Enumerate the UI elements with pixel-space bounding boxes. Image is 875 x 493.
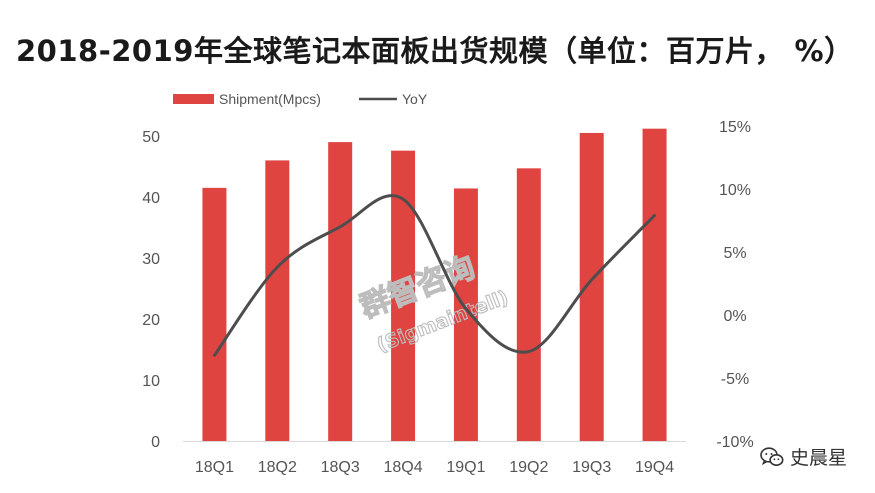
y-left-tick-label: 50 [142, 129, 160, 146]
y-right-tick-label: 5% [723, 245, 746, 262]
x-tick-label: 19Q2 [509, 459, 548, 476]
legend-label-shipment: Shipment(Mpcs) [219, 91, 321, 107]
y-left-tick-label: 30 [142, 251, 160, 268]
y-left-tick-label: 20 [142, 312, 160, 329]
bar [579, 132, 604, 441]
y-left-tick-label: 0 [151, 434, 160, 451]
y-left-tick-label: 40 [142, 190, 160, 207]
x-tick-label: 19Q1 [446, 459, 485, 476]
legend-label-yoy: YoY [402, 91, 428, 107]
bar [516, 168, 541, 441]
wechat-icon [760, 446, 784, 466]
x-tick-label: 19Q4 [635, 459, 674, 476]
y-right-tick-label: 0% [723, 308, 746, 325]
y-left-tick-label: 10 [142, 373, 160, 390]
bar [328, 142, 353, 441]
yoy-line [212, 194, 657, 357]
x-tick-label: 19Q3 [572, 459, 611, 476]
brand-name: 史晨星 [789, 447, 847, 469]
brand-badge: 史晨星 [760, 443, 847, 470]
x-tick-label: 18Q2 [258, 459, 297, 476]
bar [265, 160, 290, 441]
x-tick-label: 18Q4 [383, 459, 422, 476]
y-right-tick-label: 15% [719, 119, 751, 136]
x-tick-label: 18Q3 [321, 459, 360, 476]
y-right-tick-label: -5% [721, 371, 749, 388]
x-tick-label: 18Q1 [195, 459, 234, 476]
bar [202, 187, 227, 441]
bar [453, 188, 478, 441]
bar [642, 128, 667, 441]
y-right-tick-label: 10% [719, 182, 751, 199]
legend-swatch-shipment [173, 94, 214, 104]
y-right-tick-label: -10% [716, 434, 753, 451]
chart-title: 2018-2019年全球笔记本面板出货规模（单位：百万片， %） [16, 34, 854, 68]
